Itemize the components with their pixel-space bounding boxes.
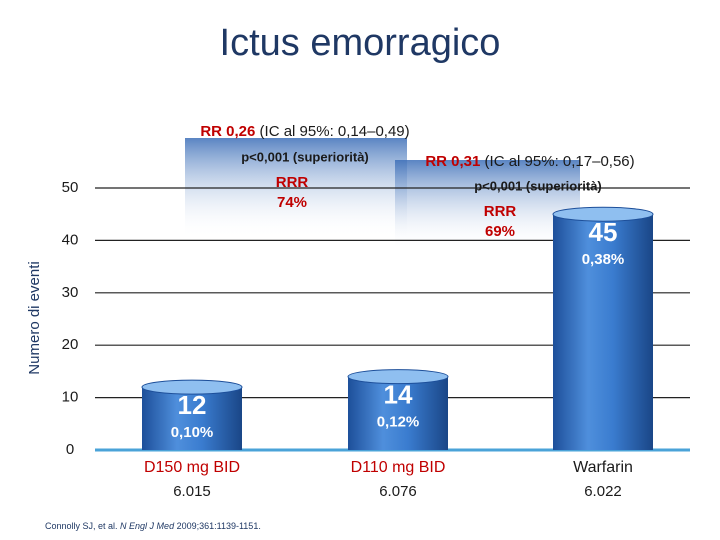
rrr-annotation: RRR xyxy=(276,174,309,191)
chart-title: Ictus emorragico xyxy=(220,22,501,64)
count-label: 6.022 xyxy=(584,483,622,500)
y-tick-label: 20 xyxy=(62,336,79,353)
bar-cap xyxy=(552,206,654,222)
rate-label: 0,12% xyxy=(377,414,420,431)
p-annotation: p<0,001 (superiorità) xyxy=(474,178,602,193)
bar xyxy=(142,387,242,450)
rr-value: RR 0,31 xyxy=(425,153,480,170)
source-ref: 2009;361:1139-1151. xyxy=(174,521,261,531)
plot: 0 10 20 30 40 50 12 0,10% D150 mg BID 6.015 14 0,12… xyxy=(62,179,690,500)
source-journal: N Engl J Med xyxy=(120,521,175,531)
value-label: 12 xyxy=(178,390,207,420)
x-tick-label: D150 mg BID xyxy=(144,459,240,476)
y-tick-label: 40 xyxy=(62,231,79,248)
y-axis-label: Numero di eventi xyxy=(26,261,43,374)
rrr-annotation: RRR xyxy=(484,203,517,220)
y-tick-label: 0 xyxy=(66,441,74,458)
annotation-box xyxy=(395,160,580,250)
rrr-value: 74% xyxy=(277,194,307,211)
x-tick-label: Warfarin xyxy=(573,459,633,476)
bar-cap xyxy=(347,369,449,385)
x-tick-label: D110 mg BID xyxy=(351,459,446,476)
rr-value: RR 0,26 xyxy=(200,123,255,140)
count-label: 6.076 xyxy=(379,483,417,500)
y-tick-label: 50 xyxy=(62,179,79,196)
value-label: 45 xyxy=(589,217,618,247)
p-annotation: p<0,001 (superiorità) xyxy=(241,149,369,164)
bar xyxy=(553,214,653,450)
y-tick-label: 30 xyxy=(62,284,79,301)
bar xyxy=(348,376,448,450)
value-label: 14 xyxy=(384,380,413,410)
rr-annotation: RR 0,31 (IC al 95%: 0,17–0,56) xyxy=(425,153,634,170)
rr-ci: (IC al 95%: 0,17–0,56) xyxy=(485,153,635,170)
rr-annotation: RR 0,26 (IC al 95%: 0,14–0,49) xyxy=(200,123,409,140)
source: Connolly SJ, et al. N Engl J Med 2009;36… xyxy=(45,521,261,531)
rate-label: 0,38% xyxy=(582,251,625,268)
source-authors: Connolly SJ, et al. xyxy=(45,521,120,531)
y-tick-label: 10 xyxy=(62,389,79,406)
rate-label: 0,10% xyxy=(171,424,214,441)
rrr-value: 69% xyxy=(485,223,515,240)
count-label: 6.015 xyxy=(173,483,211,500)
bar-cap xyxy=(141,379,243,395)
rr-ci: (IC al 95%: 0,14–0,49) xyxy=(260,123,410,140)
